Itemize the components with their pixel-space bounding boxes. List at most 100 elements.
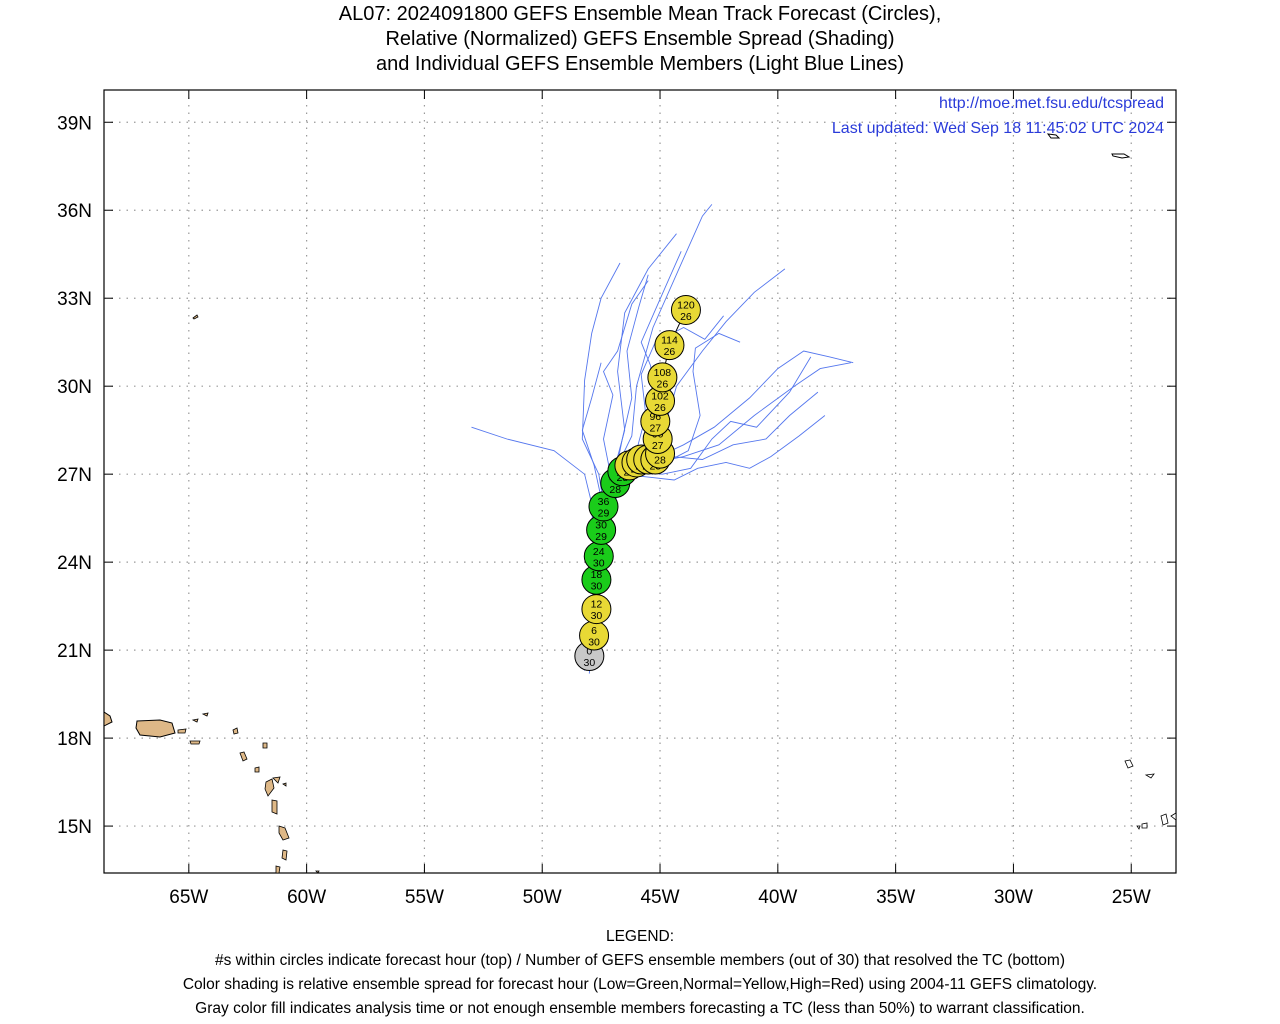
lon-tick-label: 30W: [994, 887, 1033, 908]
lon-tick-label: 55W: [405, 887, 444, 908]
forecast-hour-label: 24: [593, 546, 605, 558]
small-island-land: [254, 766, 260, 773]
member-count-label: 27: [649, 422, 661, 434]
cape-verde-island-land: [1141, 822, 1148, 829]
azores-island-land: [1046, 133, 1061, 139]
guadeloupe-land: [272, 776, 281, 784]
lat-tick-label: 36N: [57, 201, 92, 222]
credit-updated: Last updated: Wed Sep 18 11:45:02 UTC 20…: [832, 120, 1164, 137]
member-count-label: 28: [654, 455, 666, 467]
st-vincent-land: [275, 865, 281, 873]
small-island-land: [191, 718, 199, 723]
forecast-hour-label: 36: [598, 496, 610, 508]
small-island-land: [239, 751, 248, 762]
cape-verde-island-land: [1170, 812, 1176, 821]
forecast-hour-label: 6: [591, 625, 597, 637]
small-island-land: [315, 870, 320, 873]
member-count-label: 26: [657, 378, 669, 390]
forecast-circle-fill: [654, 330, 685, 361]
lon-tick-label: 40W: [758, 887, 797, 908]
forecast-hour-label: 30: [595, 519, 607, 531]
cape-verde-island-land: [1144, 773, 1155, 779]
lon-tick-label: 45W: [640, 887, 679, 908]
forecast-hour-label: 18: [591, 569, 603, 581]
latitude-axis: 39N 36N 33N 30N 27N 24N 21N 18N 15N: [57, 113, 1176, 838]
virgin-islands-land: [189, 740, 201, 745]
dominica-land: [271, 799, 278, 815]
azores-island-land: [1111, 153, 1131, 159]
member-count-label: 30: [593, 557, 605, 569]
forecast-hour-label: 0: [586, 645, 592, 657]
cape-verde-island-land: [1160, 813, 1169, 826]
legend-line-1: #s within circles indicate forecast hour…: [215, 952, 1065, 969]
forecast-hour-label: 108: [654, 367, 672, 379]
lon-tick-label: 50W: [523, 887, 562, 908]
member-count-label: 27: [652, 440, 664, 452]
lon-tick-label: 65W: [169, 887, 208, 908]
lat-tick-label: 33N: [57, 289, 92, 310]
legend-line-3: Gray color fill indicates analysis time …: [195, 1000, 1085, 1017]
mean-track-circles: 0306301230183024303029362942284828542860…: [574, 294, 701, 671]
title-line-3: and Individual GEFS Ensemble Members (Li…: [375, 53, 905, 75]
lat-tick-label: 24N: [57, 553, 92, 574]
lat-tick-label: 21N: [57, 641, 92, 662]
lon-tick-label: 60W: [287, 887, 326, 908]
member-count-label: 28: [609, 484, 621, 496]
lat-tick-label: 30N: [57, 377, 92, 398]
forecast-circle: 630: [579, 620, 610, 651]
forecast-hour-label: 96: [649, 411, 661, 423]
member-count-label: 30: [584, 657, 596, 669]
cape-verde-island-land: [1124, 759, 1134, 769]
hispaniola-edge-land: [104, 711, 113, 727]
map-frame: [103, 89, 1177, 874]
small-island-land: [262, 742, 268, 749]
lon-tick-label: 25W: [1112, 887, 1151, 908]
longitude-axis: 65W 60W 55W 50W 45W 40W 35W 30W 25W: [169, 90, 1151, 908]
guadeloupe-land: [264, 778, 275, 797]
st-lucia-land: [281, 849, 288, 861]
lon-tick-label: 35W: [876, 887, 915, 908]
member-count-label: 26: [664, 346, 676, 358]
member-count-label: 29: [595, 531, 607, 543]
legend: LEGEND: #s within circles indicate forec…: [0, 925, 1280, 1021]
bermuda-land: [192, 314, 199, 320]
grid-lines: [104, 90, 1176, 873]
member-count-label: 30: [591, 581, 603, 593]
forecast-hour-label: 12: [591, 599, 603, 611]
legend-line-2: Color shading is relative ensemble sprea…: [182, 976, 1098, 993]
martinique-land: [278, 825, 290, 841]
member-count-label: 30: [588, 636, 600, 648]
land-masses: [104, 133, 1176, 873]
forecast-circle-fill: [647, 362, 678, 393]
lat-tick-label: 18N: [57, 729, 92, 750]
title-line-2: Relative (Normalized) GEFS Ensemble Spre…: [385, 28, 895, 50]
cape-verde-island-land: [1136, 825, 1141, 830]
member-count-label: 26: [654, 402, 666, 414]
small-island-land: [201, 712, 209, 717]
legend-heading: LEGEND:: [605, 928, 675, 945]
member-count-label: 26: [680, 311, 692, 323]
forecast-hour-label: 114: [661, 335, 678, 347]
puerto-rico-land: [135, 719, 176, 738]
small-island-land: [232, 727, 239, 735]
forecast-hour-label: 102: [651, 390, 669, 402]
vieques-land: [177, 728, 187, 734]
lat-tick-label: 39N: [57, 113, 92, 134]
credit-url: http://moe.met.fsu.edu/tcspread: [939, 95, 1164, 112]
member-count-label: 29: [598, 507, 610, 519]
small-island-land: [282, 782, 287, 787]
forecast-circle-fill: [670, 294, 701, 325]
forecast-hour-label: 120: [677, 299, 695, 311]
member-count-label: 30: [591, 610, 603, 622]
lat-tick-label: 27N: [57, 465, 92, 486]
title-line-1: AL07: 2024091800 GEFS Ensemble Mean Trac…: [338, 3, 942, 25]
track-map: 0306301230183024303029362942284828542860…: [57, 89, 1177, 908]
chart-title: AL07: 2024091800 GEFS Ensemble Mean Trac…: [0, 2, 1280, 77]
